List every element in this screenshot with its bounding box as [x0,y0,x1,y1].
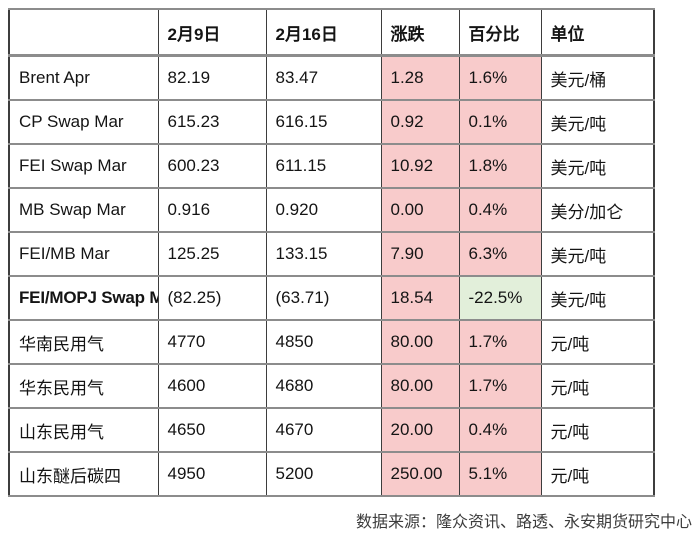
value-date2: 133.15 [265,231,382,277]
value-unit: 美元/吨 [540,275,655,321]
col-header-date2: 2月16日 [265,8,382,57]
value-date2: 611.15 [265,143,382,189]
col-header-date1: 2月9日 [157,8,267,57]
value-date2: 4680 [265,363,382,409]
value-percent: 6.3% [458,231,542,277]
table-row-brent: Brent Apr 82.19 83.47 1.28 1.6% 美元/桶 [8,54,655,101]
value-date2: 4670 [265,407,382,453]
value-change: 0.92 [380,99,460,145]
value-percent: 1.6% [458,54,542,101]
value-unit: 元/吨 [540,319,655,365]
value-date1: 125.25 [157,231,267,277]
value-date2: 616.15 [265,99,382,145]
value-date1: 4950 [157,451,267,497]
value-date2: 83.47 [265,54,382,101]
value-change: 0.00 [380,187,460,233]
table-row-shandong-gas: 山东民用气 4650 4670 20.00 0.4% 元/吨 [8,407,655,453]
value-percent: 1.7% [458,363,542,409]
value-date2: 5200 [265,451,382,497]
row-label: FEI Swap Mar [8,143,159,189]
value-date1: 82.19 [157,54,267,101]
row-label: 山东民用气 [8,407,159,453]
value-date1: 615.23 [157,99,267,145]
value-change: 80.00 [380,363,460,409]
value-date1: 4600 [157,363,267,409]
value-date2: (63.71) [265,275,382,321]
table-row-south-china-gas: 华南民用气 4770 4850 80.00 1.7% 元/吨 [8,319,655,365]
value-unit: 美元/桶 [540,54,655,101]
table-row-shandong-c4: 山东醚后碳四 4950 5200 250.00 5.1% 元/吨 [8,451,655,497]
value-unit: 美分/加仑 [540,187,655,233]
value-date2: 4850 [265,319,382,365]
table-row-mb-swap: MB Swap Mar 0.916 0.920 0.00 0.4% 美分/加仑 [8,187,655,233]
table-row-fei-swap: FEI Swap Mar 600.23 611.15 10.92 1.8% 美元… [8,143,655,189]
value-unit: 元/吨 [540,407,655,453]
value-change: 20.00 [380,407,460,453]
row-label: MB Swap Mar [8,187,159,233]
row-label: 华东民用气 [8,363,159,409]
value-date2: 0.920 [265,187,382,233]
value-change: 80.00 [380,319,460,365]
value-unit: 美元/吨 [540,231,655,277]
value-unit: 美元/吨 [540,99,655,145]
value-date1: 0.916 [157,187,267,233]
row-label: Brent Apr [8,54,159,101]
table-row-east-china-gas: 华东民用气 4600 4680 80.00 1.7% 元/吨 [8,363,655,409]
value-change: 10.92 [380,143,460,189]
value-percent: 1.7% [458,319,542,365]
value-unit: 元/吨 [540,363,655,409]
data-source-note: 数据来源：隆众资讯、路透、永安期货研究中心 [355,514,692,531]
value-percent: -22.5% [458,275,542,321]
price-table: 2月9日 2月16日 涨跌 百分比 单位 Brent Apr 82.19 83.… [8,8,655,497]
value-change: 1.28 [380,54,460,101]
value-change: 18.54 [380,275,460,321]
table-row-cp-swap: CP Swap Mar 615.23 616.15 0.92 0.1% 美元/吨 [8,99,655,145]
value-percent: 5.1% [458,451,542,497]
row-label: CP Swap Mar [8,99,159,145]
price-table-container: 2月9日 2月16日 涨跌 百分比 单位 Brent Apr 82.19 83.… [8,8,655,497]
col-header-empty [8,8,159,57]
value-date1: 4650 [157,407,267,453]
table-row-fei-mopj: FEI/MOPJ Swap Mar (82.25) (63.71) 18.54 … [8,275,655,321]
value-unit: 美元/吨 [540,143,655,189]
row-label: 华南民用气 [8,319,159,365]
row-label: FEI/MB Mar [8,231,159,277]
col-header-change: 涨跌 [380,8,460,57]
col-header-unit: 单位 [540,8,655,57]
value-change: 7.90 [380,231,460,277]
value-change: 250.00 [380,451,460,497]
value-percent: 1.8% [458,143,542,189]
col-header-percent: 百分比 [458,8,542,57]
value-date1: 4770 [157,319,267,365]
value-percent: 0.1% [458,99,542,145]
value-percent: 0.4% [458,187,542,233]
value-date1: 600.23 [157,143,267,189]
table-row-fei-mb: FEI/MB Mar 125.25 133.15 7.90 6.3% 美元/吨 [8,231,655,277]
header-row: 2月9日 2月16日 涨跌 百分比 单位 [8,8,655,57]
value-percent: 0.4% [458,407,542,453]
value-date1: (82.25) [157,275,267,321]
row-label: 山东醚后碳四 [8,451,159,497]
row-label: FEI/MOPJ Swap Mar [8,275,159,321]
value-unit: 元/吨 [540,451,655,497]
